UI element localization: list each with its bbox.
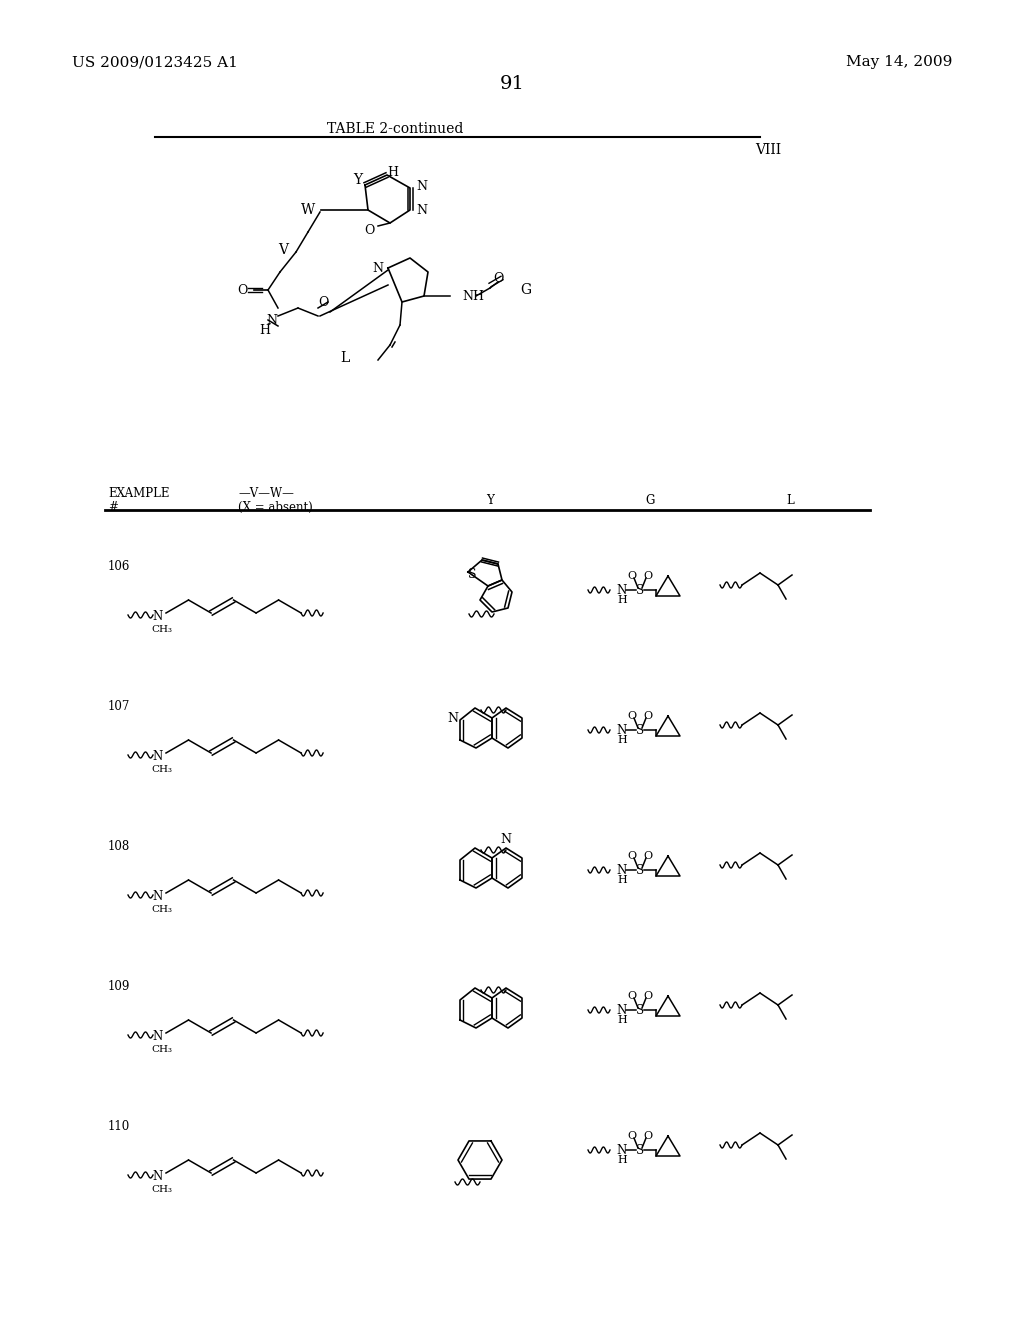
Text: CH₃: CH₃ xyxy=(152,1045,172,1055)
Text: 110: 110 xyxy=(108,1119,130,1133)
Text: O: O xyxy=(365,223,375,236)
Text: N: N xyxy=(416,181,427,194)
Text: —V—W—: —V—W— xyxy=(238,487,294,500)
Text: May 14, 2009: May 14, 2009 xyxy=(846,55,952,69)
Text: US 2009/0123425 A1: US 2009/0123425 A1 xyxy=(72,55,238,69)
Text: H: H xyxy=(617,1015,627,1026)
Text: N: N xyxy=(616,1003,627,1016)
Text: N: N xyxy=(153,610,163,623)
Text: V: V xyxy=(278,243,288,257)
Text: S: S xyxy=(636,863,644,876)
Text: G: G xyxy=(520,282,531,297)
Text: N: N xyxy=(153,891,163,903)
Text: G: G xyxy=(645,494,654,507)
Text: N: N xyxy=(372,261,383,275)
Text: CH₃: CH₃ xyxy=(152,626,172,635)
Text: N: N xyxy=(616,1143,627,1156)
Text: L: L xyxy=(786,494,794,507)
Text: NH: NH xyxy=(462,289,484,302)
Text: O: O xyxy=(628,711,637,721)
Text: N: N xyxy=(616,583,627,597)
Text: O: O xyxy=(628,572,637,581)
Text: S: S xyxy=(468,568,476,581)
Text: 106: 106 xyxy=(108,560,130,573)
Text: O: O xyxy=(493,272,503,285)
Text: S: S xyxy=(636,1003,644,1016)
Text: S: S xyxy=(636,723,644,737)
Text: CH₃: CH₃ xyxy=(152,766,172,775)
Text: N: N xyxy=(616,723,627,737)
Text: N: N xyxy=(416,203,427,216)
Text: O: O xyxy=(238,284,248,297)
Text: H: H xyxy=(259,323,270,337)
Text: O: O xyxy=(318,296,329,309)
Text: 107: 107 xyxy=(108,700,130,713)
Text: VIII: VIII xyxy=(755,143,781,157)
Text: CH₃: CH₃ xyxy=(152,1185,172,1195)
Text: S: S xyxy=(636,583,644,597)
Text: H: H xyxy=(617,595,627,605)
Text: O: O xyxy=(643,851,652,861)
Text: #: # xyxy=(108,502,118,513)
Text: L: L xyxy=(340,351,349,366)
Text: Y: Y xyxy=(353,173,362,187)
Text: O: O xyxy=(643,1131,652,1140)
Text: 108: 108 xyxy=(108,840,130,853)
Text: TABLE 2-continued: TABLE 2-continued xyxy=(327,121,463,136)
Text: 109: 109 xyxy=(108,979,130,993)
Text: N: N xyxy=(153,751,163,763)
Text: O: O xyxy=(628,851,637,861)
Text: H: H xyxy=(617,875,627,884)
Text: N: N xyxy=(153,1031,163,1044)
Text: CH₃: CH₃ xyxy=(152,906,172,915)
Text: O: O xyxy=(643,711,652,721)
Text: O: O xyxy=(643,991,652,1001)
Text: W: W xyxy=(301,203,315,216)
Text: N: N xyxy=(153,1171,163,1184)
Text: 91: 91 xyxy=(500,75,524,92)
Text: (X = absent): (X = absent) xyxy=(238,502,312,513)
Text: O: O xyxy=(628,1131,637,1140)
Text: N: N xyxy=(266,314,278,326)
Text: S: S xyxy=(636,1143,644,1156)
Text: H: H xyxy=(617,1155,627,1166)
Text: H: H xyxy=(387,165,398,178)
Text: Y: Y xyxy=(486,494,494,507)
Text: H: H xyxy=(617,735,627,744)
Text: O: O xyxy=(628,991,637,1001)
Text: N: N xyxy=(447,711,458,725)
Text: EXAMPLE: EXAMPLE xyxy=(108,487,170,500)
Text: O: O xyxy=(643,572,652,581)
Text: N: N xyxy=(501,833,512,846)
Text: N: N xyxy=(616,863,627,876)
